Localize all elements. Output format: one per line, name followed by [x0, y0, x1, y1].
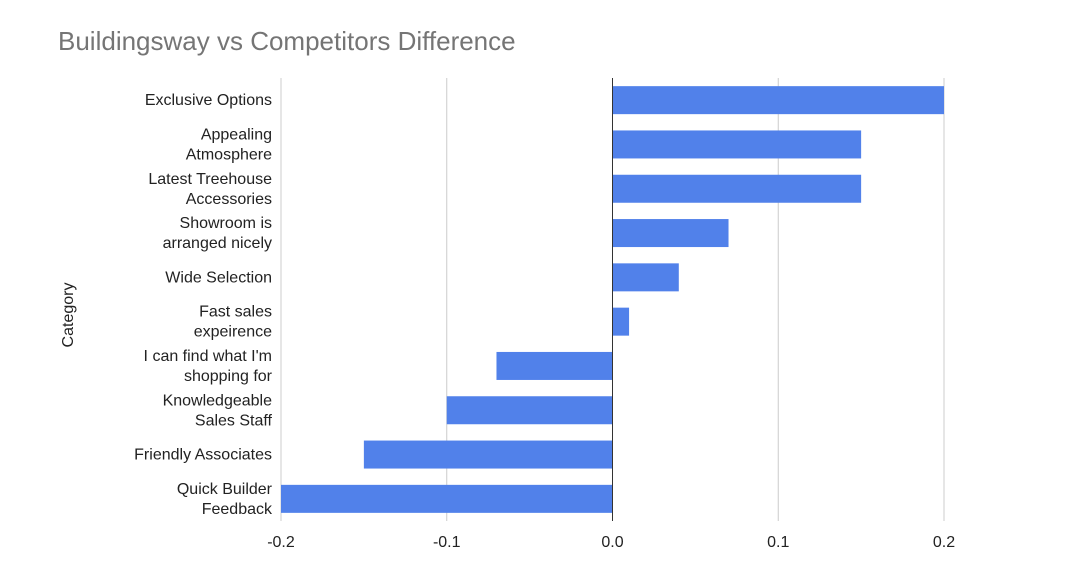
- category-label-line: Exclusive Options: [145, 92, 272, 109]
- category-label-5: Fast sales expeirence: [194, 304, 272, 341]
- category-label-7: Knowledgeable Sales Staff: [163, 392, 273, 429]
- category-label-1: Appealing Atmosphere: [186, 126, 272, 163]
- category-label-9: Quick Builder Feedback: [177, 481, 273, 518]
- category-label-2: Latest Treehouse Accessories: [148, 171, 272, 208]
- bar-9: [281, 484, 613, 513]
- x-tick-label-3: 0.1: [767, 534, 789, 551]
- category-label-line: Showroom is: [180, 215, 272, 232]
- category-label-line: Feedback: [202, 501, 273, 518]
- bar-3: [612, 219, 729, 248]
- category-label-line: Fast sales: [199, 304, 272, 321]
- category-label-line: Latest Treehouse: [148, 171, 272, 188]
- category-label-line: Sales Staff: [195, 412, 273, 429]
- category-label-line: I can find what I'm: [144, 348, 272, 365]
- category-label-4: Wide Selection: [165, 269, 272, 286]
- category-label-0: Exclusive Options: [145, 92, 272, 109]
- category-label-8: Friendly Associates: [134, 447, 272, 464]
- category-label-3: Showroom is arranged nicely: [163, 215, 272, 252]
- bar-0: [612, 86, 944, 115]
- category-label-line: Atmosphere: [186, 146, 272, 163]
- bar-7: [446, 396, 613, 425]
- x-tick-label-0: -0.2: [267, 534, 295, 551]
- category-label-6: I can find what I'm shopping for: [144, 348, 273, 385]
- x-tick-label-4: 0.2: [933, 534, 955, 551]
- category-label-line: shopping for: [184, 368, 273, 385]
- category-label-line: Appealing: [201, 126, 272, 143]
- category-label-line: expeirence: [194, 324, 272, 341]
- y-axis-title: Category: [60, 283, 77, 348]
- bar-5: [612, 307, 630, 336]
- chart-title: Buildingsway vs Competitors Difference: [58, 26, 516, 56]
- category-label-line: Knowledgeable: [163, 392, 273, 409]
- bar-2: [612, 174, 862, 203]
- category-label-line: Accessories: [186, 191, 272, 208]
- bar-4: [612, 263, 679, 292]
- bar-6: [496, 351, 613, 380]
- category-label-line: Quick Builder: [177, 481, 273, 498]
- bar-1: [612, 130, 862, 159]
- category-label-line: Friendly Associates: [134, 447, 272, 464]
- bar-8: [363, 440, 613, 469]
- category-label-line: arranged nicely: [163, 235, 272, 252]
- x-tick-label-2: 0.0: [601, 534, 623, 551]
- category-label-line: Wide Selection: [165, 269, 272, 286]
- x-tick-label-1: -0.1: [433, 534, 461, 551]
